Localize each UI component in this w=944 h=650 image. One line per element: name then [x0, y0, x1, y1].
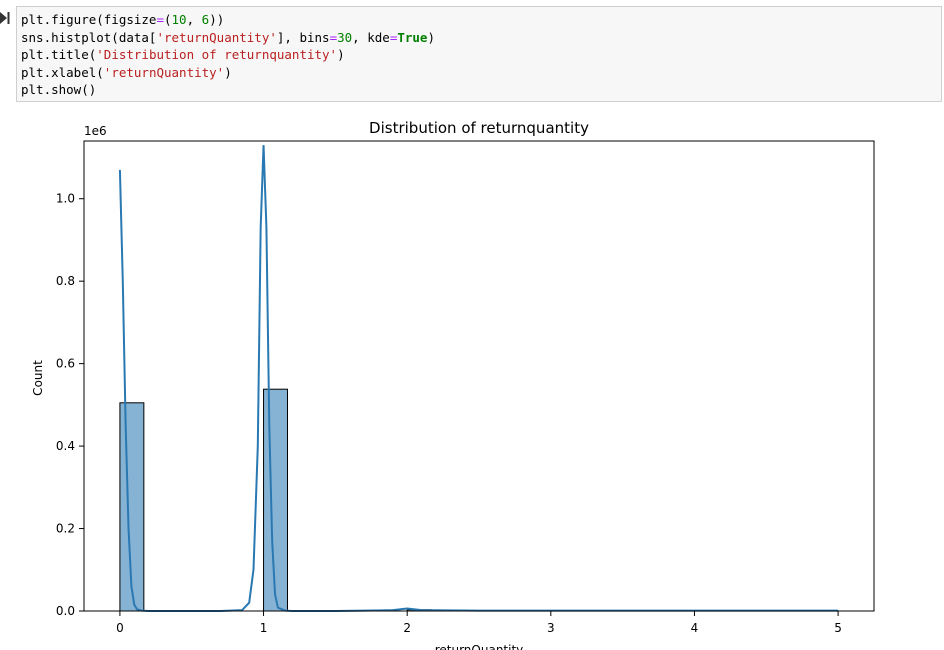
- y-tick-label: 1.0: [56, 192, 75, 206]
- x-tick-label: 1: [260, 621, 268, 635]
- y-tick-label: 0.2: [56, 522, 75, 536]
- y-tick-label: 0.0: [56, 604, 75, 618]
- x-tick-label: 2: [403, 621, 411, 635]
- x-tick-label: 5: [834, 621, 842, 635]
- x-tick-label: 0: [116, 621, 124, 635]
- code-line-5: plt.show(): [21, 82, 97, 97]
- histogram-chart: Distribution of returnquantity 1e6 Count…: [31, 119, 875, 650]
- histogram-bar: [263, 388, 288, 612]
- y-tick-label: 0.6: [56, 357, 75, 371]
- code-line-3: plt.title('Distribution of returnquantit…: [21, 47, 345, 62]
- plot-frame: [83, 140, 875, 612]
- x-tick-label: 4: [691, 621, 699, 635]
- code-line-1: plt.figure(figsize=(10, 6)): [21, 12, 225, 27]
- y-tick-label: 0.4: [56, 439, 75, 453]
- run-cell-icon[interactable]: [0, 12, 10, 24]
- x-axis-label: returnQuantity: [435, 643, 524, 650]
- y-offset-label: 1e6: [84, 124, 107, 138]
- x-tick-label: 3: [547, 621, 555, 635]
- chart-title: Distribution of returnquantity: [369, 119, 589, 137]
- code-line-4: plt.xlabel('returnQuantity'): [21, 64, 232, 80]
- y-tick-label: 0.8: [56, 274, 75, 288]
- code-line-2: sns.histplot(data['returnQuantity'], bin…: [21, 29, 435, 45]
- kde-curve: [118, 145, 839, 612]
- y-axis-label: Count: [31, 360, 45, 396]
- code-cell[interactable]: plt.figure(figsize=(10, 6)) sns.histplot…: [16, 6, 942, 102]
